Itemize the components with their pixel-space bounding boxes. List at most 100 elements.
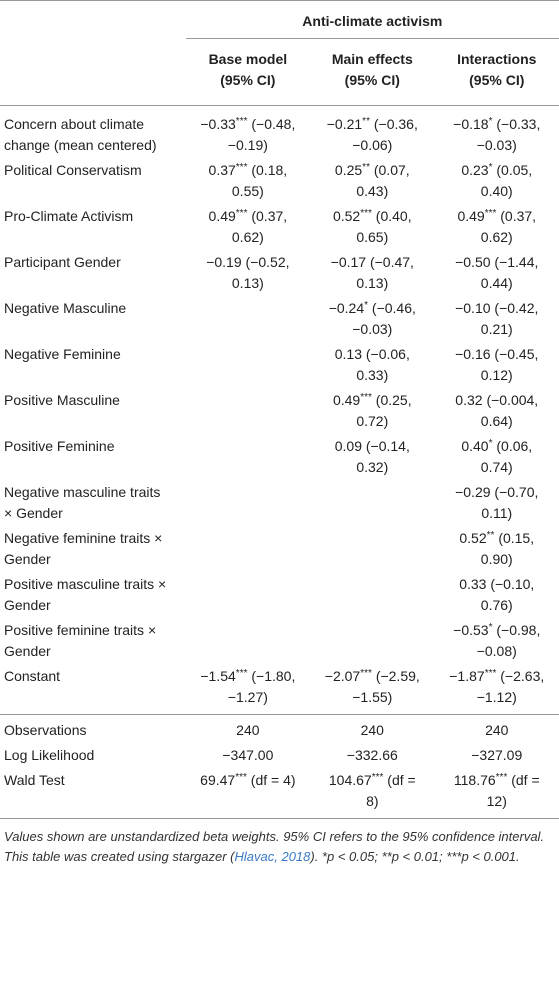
estimate: 0.52 <box>332 208 361 224</box>
citation-link[interactable]: Hlavac, 2018 <box>234 849 311 864</box>
estimate: 240 <box>236 722 260 738</box>
cell <box>186 388 310 434</box>
confidence-interval: (df = 4) <box>250 772 296 788</box>
estimate: −347.00 <box>222 747 274 763</box>
column-name: Main effects <box>331 51 413 67</box>
cell <box>186 618 310 664</box>
header-row: Base model (95% CI) Main effects (95% CI) In… <box>0 38 559 106</box>
estimate: −0.29 <box>455 484 491 500</box>
table-row: Constant −1.54*** (−1.80, −1.27) −2.07*** … <box>0 664 559 715</box>
table-row: Positive masculine traits × Gender 0.33 (… <box>0 572 559 618</box>
significance: *** <box>484 668 497 679</box>
cell: 0.52*** (0.40, 0.65) <box>310 204 434 250</box>
row-label: Participant Gender <box>4 254 121 270</box>
cell: 240 <box>435 715 559 744</box>
confidence-interval: (−0.46, −0.03) <box>352 300 416 337</box>
estimate: −0.33 <box>200 116 236 132</box>
confidence-interval: (−0.47, 0.13) <box>356 254 414 291</box>
estimate: 0.40 <box>461 438 489 454</box>
confidence-interval: (−2.59, −1.55) <box>352 668 420 705</box>
estimate: 0.37 <box>208 162 236 178</box>
cell: 240 <box>310 715 434 744</box>
blank <box>0 38 186 106</box>
row-label: Log Likelihood <box>4 747 95 763</box>
table-row: Observations 240 240 240 <box>0 715 559 744</box>
cell: −347.00 <box>186 743 310 768</box>
cell: 0.40* (0.06, 0.74) <box>435 434 559 480</box>
estimate: 0.23 <box>461 162 489 178</box>
significance: *** <box>360 668 372 679</box>
column-header: Interactions (95% CI) <box>434 38 559 106</box>
estimate: −332.66 <box>346 747 398 763</box>
cell <box>186 572 310 618</box>
cell <box>186 434 310 480</box>
confidence-interval: (−0.42, 0.21) <box>480 300 539 337</box>
significance: * <box>488 622 493 633</box>
estimate: −0.10 <box>455 300 491 316</box>
significance: *** <box>235 116 248 127</box>
column-header: Main effects (95% CI) <box>310 38 435 106</box>
confidence-interval: (0.40, 0.65) <box>356 208 412 245</box>
cell: 0.25** (0.07, 0.43) <box>310 158 434 204</box>
blank <box>0 1 186 39</box>
confidence-interval: (−0.70, 0.11) <box>481 484 539 521</box>
significance: *** <box>371 772 384 783</box>
table-row: Negative Feminine 0.13 (−0.06, 0.33) −0.16… <box>0 342 559 388</box>
column-name: Base model <box>208 51 288 67</box>
cell <box>186 342 310 388</box>
confidence-interval: (0.18, 0.55) <box>231 162 288 199</box>
cell: −1.87*** (−2.63, −1.12) <box>434 664 559 715</box>
cell <box>186 526 310 572</box>
estimate: −0.53 <box>453 622 489 638</box>
row-label: Positive masculine traits × Gender <box>4 576 167 613</box>
confidence-interval: (−0.98, −0.08) <box>476 622 541 659</box>
estimate: 0.49 <box>332 392 361 408</box>
estimate: 118.76 <box>453 772 496 788</box>
estimate: −0.21 <box>326 116 363 132</box>
cell: 0.49*** (0.37, 0.62) <box>435 204 559 250</box>
cell: 0.33 (−0.10, 0.76) <box>435 572 559 618</box>
cell: −0.18* (−0.33, −0.03) <box>435 106 559 159</box>
table-note: Values shown are unstandardized beta wei… <box>0 819 559 867</box>
estimate: 240 <box>485 722 509 738</box>
cell <box>310 526 434 572</box>
estimate: 104.67 <box>328 772 372 788</box>
significance: * <box>488 162 493 173</box>
table-row: Pro-Climate Activism 0.49*** (0.37, 0.62)… <box>0 204 559 250</box>
cell: 0.49*** (0.37, 0.62) <box>186 204 310 250</box>
cell: −0.21** (−0.36, −0.06) <box>310 106 434 159</box>
row-label: Constant <box>0 664 186 715</box>
column-sub: (95% CI) <box>344 72 400 88</box>
confidence-interval: (−0.48, −0.19) <box>227 116 296 153</box>
column-sub: (95% CI) <box>469 72 525 88</box>
cell <box>310 618 434 664</box>
table-row: Positive feminine traits × Gender −0.53* … <box>0 618 559 664</box>
row-label: Positive feminine traits × Gender <box>4 622 157 659</box>
confidence-interval: (0.25, 0.72) <box>356 392 412 429</box>
estimate: 0.52 <box>459 530 487 546</box>
significance: ** <box>486 530 495 541</box>
confidence-interval: (0.07, 0.43) <box>356 162 410 199</box>
row-label: Negative feminine traits × Gender <box>4 530 163 567</box>
table-row: Positive Feminine 0.09 (−0.14, 0.32) 0.40*… <box>0 434 559 480</box>
cell: 0.23* (0.05, 0.40) <box>435 158 559 204</box>
cell <box>186 480 310 526</box>
significance: *** <box>360 392 372 403</box>
row-label: Pro-Climate Activism <box>4 208 134 224</box>
estimate: −327.09 <box>471 747 523 763</box>
cell: 0.37*** (0.18, 0.55) <box>186 158 310 204</box>
estimate: −0.19 <box>206 254 242 270</box>
cell: 118.76*** (df = 12) <box>434 768 559 819</box>
row-label: Observations <box>4 722 87 738</box>
confidence-interval: (0.37, 0.62) <box>480 208 537 245</box>
table-row: Log Likelihood −347.00 −332.66 −327.09 <box>0 743 559 768</box>
row-label: Wald Test <box>0 768 186 819</box>
estimate: −2.07 <box>324 668 361 684</box>
cell: 240 <box>186 715 310 744</box>
significance: ** <box>362 162 370 173</box>
cell: −0.50 (−1.44, 0.44) <box>435 250 559 296</box>
confidence-interval: (−0.14, 0.32) <box>356 438 410 475</box>
significance: *** <box>360 208 372 219</box>
estimate: 0.25 <box>334 162 363 178</box>
